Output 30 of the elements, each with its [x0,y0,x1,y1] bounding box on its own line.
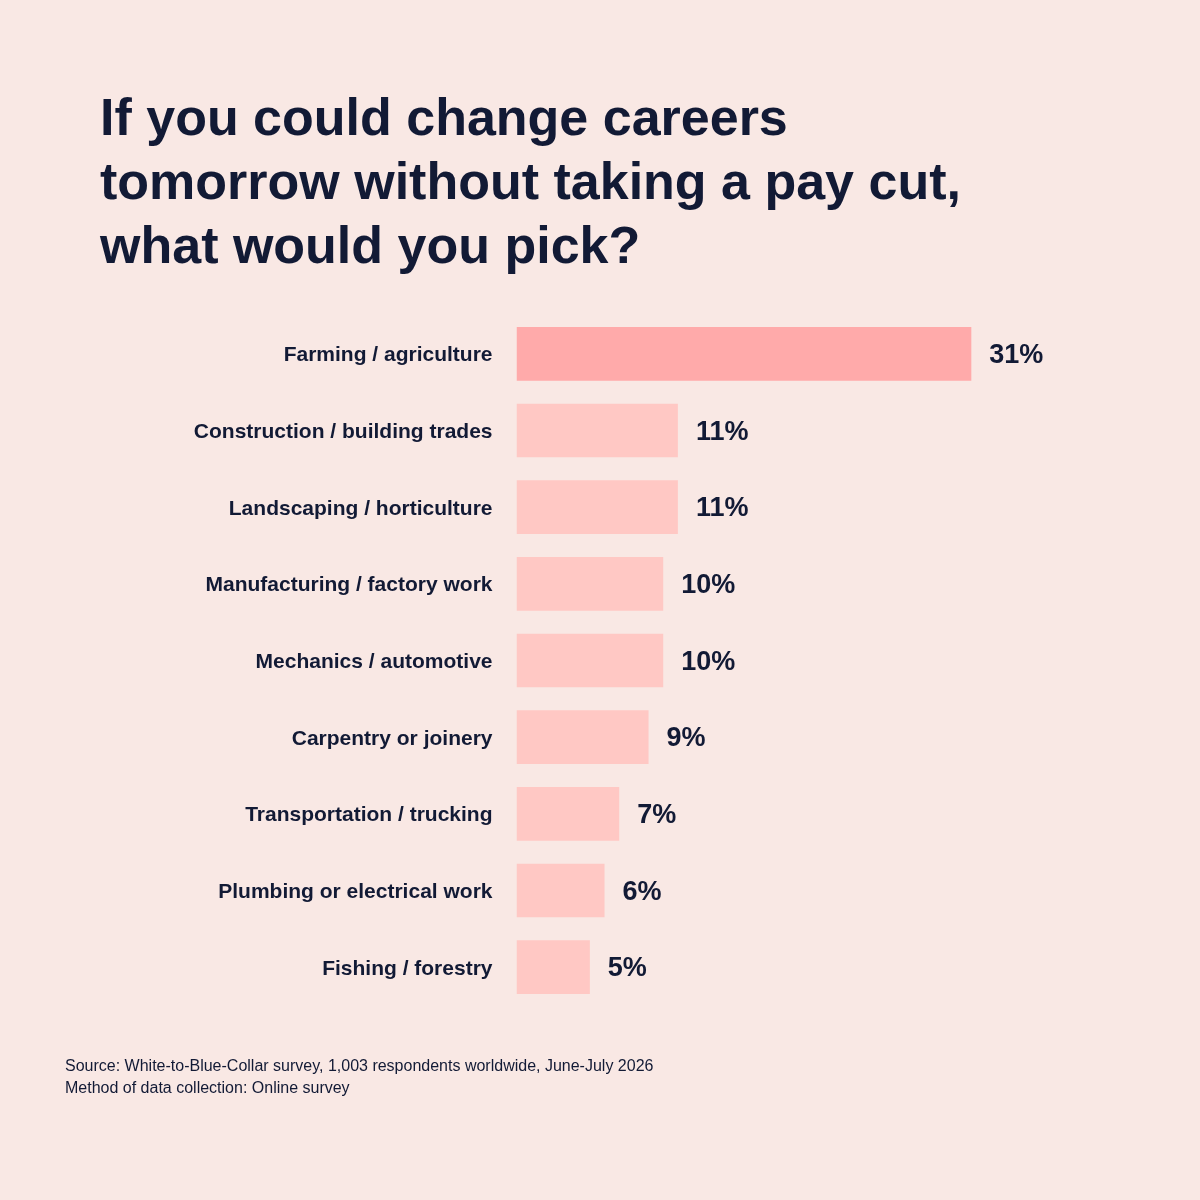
y-tick-label: Manufacturing / factory work [205,572,493,596]
y-tick-label: Fishing / forestry [322,955,493,979]
source-note: Source: White-to-Blue-Collar survey, 1,003 respondents worldwide, June-July 2026 [65,1056,654,1076]
bar [516,633,664,688]
bar [516,863,605,918]
bar [516,480,678,534]
y-tick-label: Transportation / trucking [245,802,493,826]
text: Method of data collection: Online survey [65,1078,351,1098]
data-label: 31% [989,338,1044,369]
bar [516,787,620,841]
data-label: 5% [607,952,647,983]
bar [516,940,590,994]
y-tick-label: Farming / agriculture [283,342,493,366]
bar [516,327,972,381]
y-tick-label: Landscaping / horticulture [228,495,493,519]
y-tick-label: Carpentry or joinery [291,725,493,749]
bar [516,403,678,458]
bar [516,557,664,611]
data-label: 10% [681,568,736,599]
data-label: 10% [681,645,736,676]
data-label: 11% [695,492,749,523]
data-label: 6% [622,875,662,906]
y-tick-label: Plumbing or electrical work [218,879,493,902]
chart-title: If you could change careers tomorrow without taking a pay cut, what would you pick? [99,87,962,276]
y-tick-label: Mechanics / automotive [255,649,493,672]
bar [516,710,649,764]
data-label: 9% [666,722,706,753]
data-label: 11% [695,415,749,446]
data-label: 7% [637,798,677,829]
y-tick-label: Construction / building trades [193,419,493,442]
